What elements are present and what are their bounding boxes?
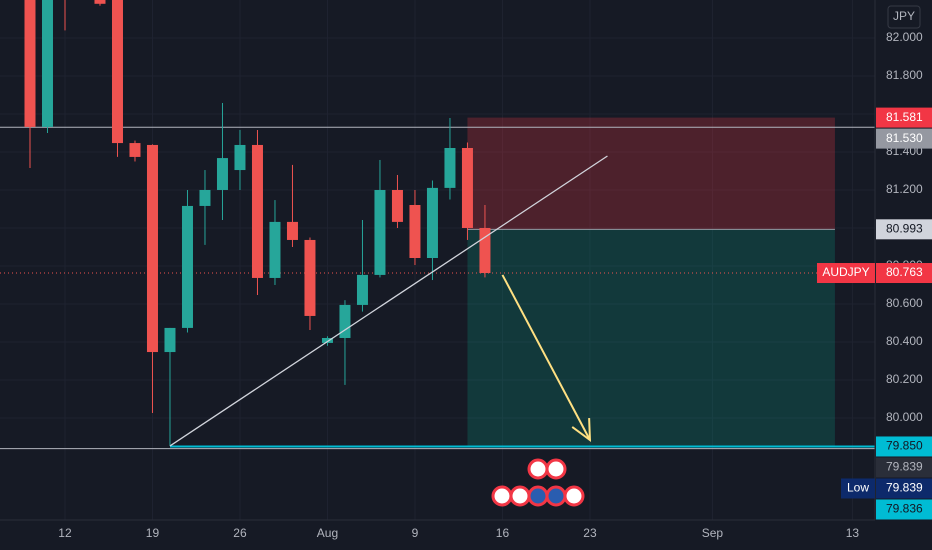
price-tag [876,499,932,520]
price-tag-label: 80.993 [886,221,923,235]
target-zone [467,229,835,447]
y-tick-label: 80.400 [886,334,923,348]
candle-body [129,143,141,157]
x-tick-label: 12 [58,526,72,540]
y-tick-label: 81.200 [886,182,923,196]
arrow-shaft [501,274,591,441]
candle-body [356,274,368,305]
price-tag-label: 81.581 [886,110,923,124]
plot-area [0,0,875,520]
candle-body [94,0,106,4]
x-tick-label: 9 [412,526,419,540]
price-tag [876,107,932,128]
candle-body [216,158,228,190]
price-tag-label: 79.839 [886,460,923,474]
event-icon [545,458,567,480]
y-tick-label: 82.000 [886,30,923,44]
candle-body [234,144,246,171]
event-icon [509,485,531,507]
candle-body [374,189,386,275]
price-tag [876,219,932,240]
event-icon [527,485,549,507]
price-tag-prefix: AUDJPY [822,265,869,279]
candle-body [146,144,158,353]
candle-body [286,221,298,240]
candle-body [339,304,351,338]
candle-body [24,0,36,127]
price-tag [876,263,932,284]
event-icon [545,485,567,507]
x-tick-label: Sep [702,526,724,540]
price-tag [876,436,932,457]
candle-body [181,205,193,328]
price-tag-label: 80.763 [886,265,923,279]
candle-body [461,148,473,228]
event-icon [527,458,549,480]
event-icons [491,458,585,507]
arrow-head [571,417,592,443]
candle-body [444,148,456,188]
y-tick-label: 80.600 [886,296,923,310]
y-tick-label: 81.800 [886,68,923,82]
price-tag [876,478,932,499]
x-tick-label: 19 [146,526,160,540]
price-tag-label: 81.530 [886,131,923,145]
candle-body [199,189,211,206]
price-tag [876,457,932,478]
candle-body [304,239,316,316]
candle-body [409,204,421,259]
price-tag-label: 79.836 [886,502,923,516]
x-tick-label: Aug [317,526,338,540]
candle-body [321,337,333,343]
price-tag-prefix-bg [817,263,875,284]
price-tag [876,128,932,149]
event-icon [563,485,585,507]
candle-body [269,221,281,278]
x-tick-label: 26 [233,526,247,540]
candle-body [41,0,53,127]
trend-line [169,155,608,447]
candle-body [479,227,491,274]
currency: JPY [893,9,915,23]
stop-zone [467,117,835,230]
y-tick-label: 80.000 [886,410,923,424]
candle-body [111,0,123,144]
price-tag-label: 79.839 [886,481,923,495]
price-tag-prefix: Low [847,481,869,495]
candle-body [426,187,438,259]
x-tick-label: 23 [583,526,597,540]
x-tick-label: 16 [496,526,510,540]
candle-body [251,144,263,278]
event-icon [491,485,513,507]
price-tag-label: 79.850 [886,439,923,453]
x-tick-label: 13 [846,526,860,540]
candle-body [391,189,403,222]
y-tick-label: 80.200 [886,372,923,386]
candle-body [164,327,176,353]
currency-box [887,5,921,29]
price-tag-prefix-bg [841,478,875,499]
